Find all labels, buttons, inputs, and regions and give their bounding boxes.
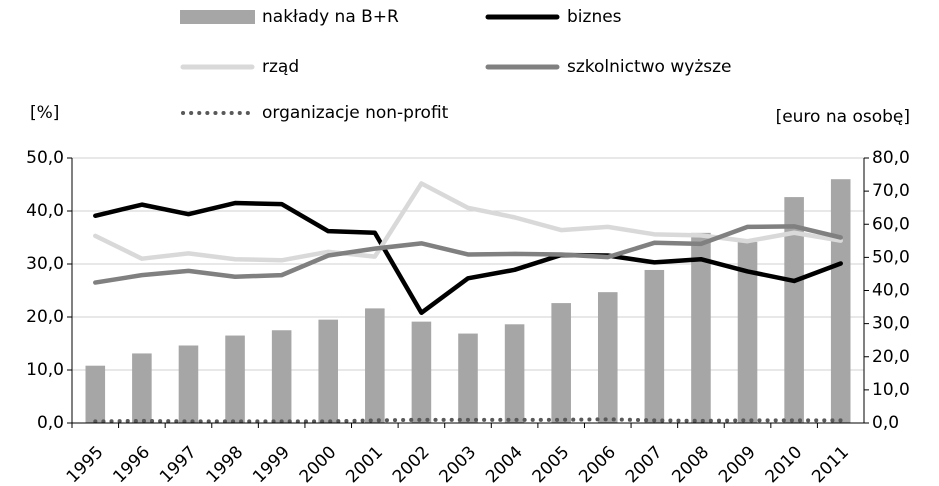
legend-label: organizacje non-profit <box>262 103 449 123</box>
x-tick-label: 2005 <box>529 442 574 486</box>
bar <box>504 324 525 423</box>
y-tick-label: 10,0 <box>26 360 64 380</box>
line <box>93 200 843 316</box>
bar <box>271 330 292 423</box>
y2-tick-label: 50,0 <box>872 247 910 267</box>
x-tick-label: 2004 <box>482 442 527 486</box>
y-tick-label: 30,0 <box>26 254 64 274</box>
x-tick-label: 2010 <box>762 442 807 486</box>
x-tick-label: 2011 <box>808 442 853 486</box>
x-tick-label: 2006 <box>575 442 620 486</box>
bar <box>551 303 571 423</box>
line <box>93 417 843 424</box>
x-tick-label: 1998 <box>203 442 248 486</box>
y-tick-label: 0,0 <box>37 413 64 433</box>
y-tick-label: 50,0 <box>26 148 64 168</box>
x-tick-label: 2009 <box>715 442 760 486</box>
y-tick-label: 20,0 <box>26 307 64 327</box>
x-tick-label: 1995 <box>63 442 108 486</box>
bar <box>132 353 152 423</box>
x-tick-label: 2008 <box>668 442 713 486</box>
legend-label: rząd <box>262 57 299 77</box>
y2-tick-label: 0,0 <box>872 413 899 433</box>
bar <box>85 365 106 423</box>
x-tick-label: 1997 <box>156 442 201 486</box>
y2-tick-label: 10,0 <box>872 380 910 400</box>
bar <box>830 179 851 423</box>
bar <box>784 197 804 423</box>
x-tick-label: 2001 <box>342 442 387 486</box>
y-axis-label: [%] <box>30 103 59 123</box>
bar <box>225 335 245 423</box>
x-tick-label: 2000 <box>296 442 341 486</box>
y-tick-label: 40,0 <box>26 201 64 221</box>
bar <box>644 269 665 423</box>
bar <box>737 241 758 423</box>
x-tick-label: 1999 <box>249 442 294 486</box>
bar <box>318 319 339 423</box>
x-tick-label: 2003 <box>436 442 481 486</box>
legend-label: szkolnictwo wyższe <box>567 57 732 77</box>
legend-label: nakłady na B+R <box>262 7 399 27</box>
line <box>93 181 843 263</box>
y2-axis-label: [euro na osobę] <box>776 107 910 127</box>
legend-label: biznes <box>567 7 622 27</box>
x-tick-label: 2002 <box>389 442 434 486</box>
y2-tick-label: 60,0 <box>872 214 910 234</box>
bar <box>411 321 432 423</box>
bar <box>597 292 618 423</box>
legend-swatch <box>180 10 255 24</box>
bar <box>691 232 711 423</box>
x-tick-label: 1996 <box>109 442 154 486</box>
bar <box>458 333 478 423</box>
y2-tick-label: 70,0 <box>872 181 910 201</box>
y2-tick-label: 20,0 <box>872 347 910 367</box>
y2-tick-label: 30,0 <box>872 314 910 334</box>
y2-tick-label: 80,0 <box>872 148 910 168</box>
bar <box>365 308 385 423</box>
y2-tick-label: 40,0 <box>872 281 910 301</box>
bar <box>178 345 199 423</box>
line <box>93 224 843 285</box>
x-tick-label: 2007 <box>622 442 667 486</box>
